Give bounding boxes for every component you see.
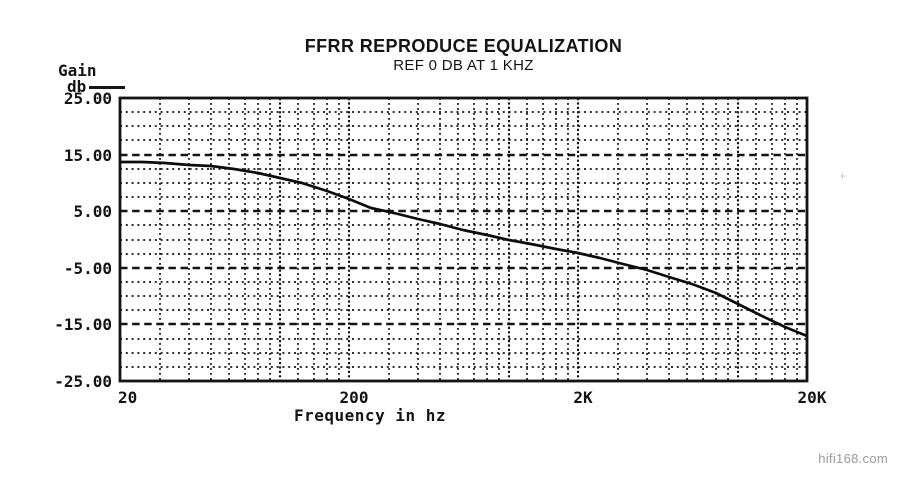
gain-curve [120, 160, 808, 338]
x-tick-label: 2K [573, 388, 593, 407]
x-tick-label: 20K [797, 388, 827, 407]
smudge-artifact: + [839, 169, 847, 183]
x-tick-label: 20 [118, 388, 138, 407]
y-tick-label: -5.00 [63, 259, 112, 278]
y-tick-label: -15.00 [54, 315, 112, 334]
watermark: hifi168.com [818, 451, 888, 466]
x-axis-title: Frequency in hz [294, 406, 446, 425]
y-tick-label: 25.00 [63, 89, 112, 108]
y-axis-title: Gain [58, 61, 97, 80]
x-tick-label: 200 [339, 388, 369, 407]
y-tick-label: -25.00 [54, 372, 112, 391]
chart-subtitle: REF 0 DB AT 1 KHZ [393, 57, 534, 74]
y-axis-unit-label: db [67, 76, 87, 96]
legend-line-sample [89, 85, 126, 89]
y-tick-label: 15.00 [63, 146, 112, 165]
chart-title: FFRR REPRODUCE EQUALIZATION [304, 36, 623, 56]
y-tick-label: 5.00 [73, 202, 112, 221]
plot-border [118, 96, 809, 383]
y-axis-unit-row: db [67, 76, 126, 96]
